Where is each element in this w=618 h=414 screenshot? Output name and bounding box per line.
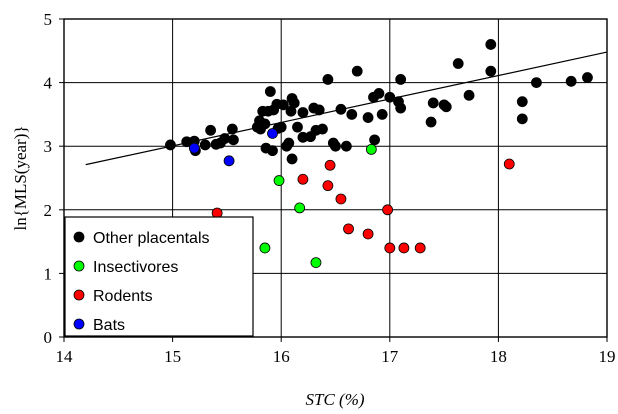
data-point <box>165 139 176 151</box>
data-points <box>165 39 593 268</box>
y-tick-label: 0 <box>44 328 53 347</box>
data-point <box>283 137 295 149</box>
data-point <box>463 89 475 101</box>
data-point <box>340 140 352 152</box>
data-point <box>297 173 309 185</box>
legend-marker <box>73 289 85 301</box>
data-point <box>503 158 515 170</box>
data-point <box>427 97 439 109</box>
data-point <box>384 242 396 254</box>
data-point <box>277 99 289 111</box>
data-point <box>582 72 593 83</box>
data-point <box>259 242 271 254</box>
x-tick-label: 14 <box>56 347 74 366</box>
x-tick-label: 19 <box>599 347 616 366</box>
data-point <box>565 75 577 87</box>
data-point <box>223 155 235 167</box>
data-point <box>414 242 426 254</box>
x-axis-ticks: 14 15 16 17 18 19 <box>56 337 616 366</box>
data-point <box>199 139 211 151</box>
data-point <box>267 145 278 157</box>
legend-label: Insectivores <box>93 259 178 276</box>
series-insectivores <box>259 143 377 268</box>
legend-box <box>64 216 254 337</box>
data-point <box>373 88 385 99</box>
y-tick-label: 3 <box>44 137 53 156</box>
x-tick-label: 15 <box>164 347 181 366</box>
data-point <box>317 123 328 135</box>
data-point <box>292 121 303 133</box>
y-tick-label: 1 <box>44 264 53 283</box>
x-tick-label: 18 <box>490 347 507 366</box>
y-tick-label: 2 <box>44 201 53 220</box>
data-point <box>335 193 347 205</box>
legend-label: Rodents <box>93 288 153 305</box>
data-point <box>369 134 380 146</box>
data-point <box>398 242 410 254</box>
data-point <box>516 113 528 125</box>
data-point <box>188 142 200 154</box>
data-point <box>395 74 407 85</box>
x-tick-label: 17 <box>381 347 399 366</box>
data-point <box>362 112 374 123</box>
data-point <box>452 58 464 69</box>
legend-label: Bats <box>93 317 125 334</box>
data-point <box>313 104 325 116</box>
x-axis-title: STC (%) <box>305 390 364 409</box>
series-other-placentals <box>165 39 593 165</box>
data-point <box>346 109 358 120</box>
data-point <box>259 118 271 130</box>
data-point <box>425 116 437 128</box>
data-point <box>228 134 239 146</box>
data-point <box>531 77 542 88</box>
data-point <box>440 101 452 113</box>
data-point <box>384 91 396 103</box>
y-axis-title: ln{MLS(year)} <box>11 125 30 230</box>
legend-marker <box>73 231 85 243</box>
data-point <box>322 180 334 192</box>
data-point <box>288 97 300 109</box>
data-point <box>365 143 377 155</box>
data-point <box>286 153 298 165</box>
data-point <box>330 140 341 152</box>
data-point <box>264 86 276 97</box>
series-rodents <box>211 158 515 254</box>
legend-marker <box>73 318 85 330</box>
data-point <box>335 103 347 115</box>
data-point <box>297 107 309 118</box>
data-point <box>294 202 306 214</box>
legend-marker <box>73 260 85 272</box>
data-point <box>351 65 363 77</box>
y-axis-ticks: 0 1 2 3 4 5 <box>44 10 64 347</box>
legend: Other placentals Insectivores Rodents Bats <box>64 216 254 337</box>
data-point <box>376 109 388 120</box>
x-tick-label: 16 <box>273 347 290 366</box>
data-point <box>205 124 217 136</box>
data-point <box>324 159 336 171</box>
data-point <box>485 65 497 77</box>
data-point <box>267 128 278 139</box>
data-point <box>395 102 407 114</box>
data-point <box>516 96 528 108</box>
data-point <box>226 123 238 135</box>
plot-border <box>63 18 608 338</box>
data-point <box>273 175 285 186</box>
data-point <box>343 223 354 235</box>
series-bats <box>188 128 278 167</box>
legend-label: Other placentals <box>93 230 210 247</box>
data-point <box>382 204 394 216</box>
data-point <box>310 257 322 268</box>
y-tick-label: 5 <box>44 10 53 29</box>
data-point <box>322 74 334 85</box>
data-point <box>275 121 287 133</box>
data-point <box>362 228 374 240</box>
y-tick-label: 4 <box>44 74 53 93</box>
data-point <box>485 39 497 50</box>
